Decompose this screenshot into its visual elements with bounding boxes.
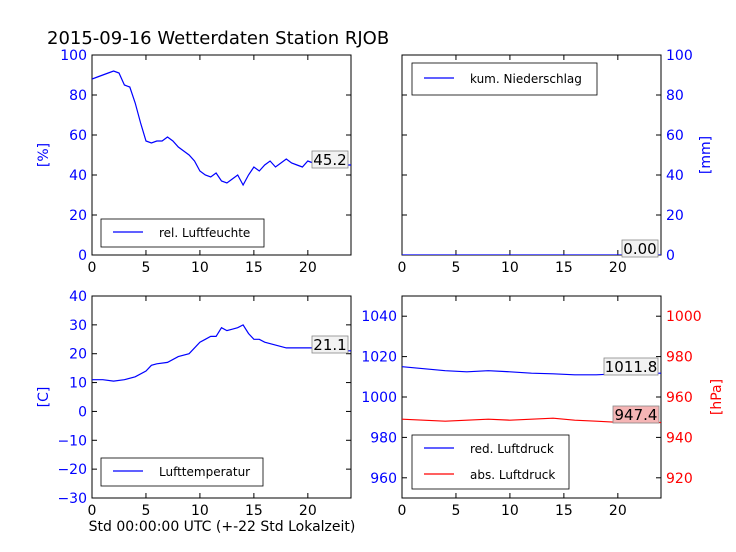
- annotation-label: 21.1: [313, 336, 346, 354]
- y-tick-label: 0: [666, 248, 675, 264]
- y-tick-label: 100: [60, 48, 87, 64]
- y-tick-label: 40: [666, 168, 684, 184]
- x-tick-label: 15: [555, 260, 573, 276]
- x-tick-label: 10: [191, 260, 209, 276]
- annotation-label: 0.00: [623, 240, 656, 258]
- legend-label: abs. Luftdruck: [470, 468, 555, 482]
- chart-precip: 0 5 10 15 20 0 20 40 60 80 100 [mm] 0.00 kum. Nieders…: [398, 48, 714, 276]
- series-line-lufttemperatur: [92, 324, 351, 382]
- y-right-tick-label: 920: [666, 471, 693, 487]
- x-tick-label: 5: [141, 503, 150, 519]
- x-tick-label: 5: [451, 260, 460, 276]
- legend-label: rel. Luftfeuchte: [159, 226, 250, 240]
- x-axis-footer-label: Std 00:00:00 UTC (+-22 Std Lokalzeit): [89, 519, 356, 535]
- annotation-box: [603, 357, 659, 376]
- legend: kum. Niederschlag: [411, 62, 598, 96]
- legend-label: kum. Niederschlag: [470, 72, 582, 86]
- y-tick-label: −30: [57, 491, 87, 507]
- y-axis-label: [mm]: [698, 136, 714, 174]
- y-tick-label: 80: [69, 88, 87, 104]
- y-tick-label: 1040: [361, 309, 397, 325]
- x-tick-label: 15: [245, 260, 263, 276]
- y-tick-label: 30: [69, 318, 87, 334]
- y-tick-label: 40: [69, 168, 87, 184]
- y-tick-label: 100: [666, 48, 693, 64]
- y-right-tick-label: 940: [666, 430, 693, 446]
- legend-label: Lufttemperatur: [159, 465, 250, 479]
- y-axis-label: [C]: [36, 387, 52, 408]
- y-tick-label: 0: [78, 404, 87, 420]
- y-tick-label: 10: [69, 376, 87, 392]
- y-right-tick-label: 980: [666, 350, 693, 366]
- y-tick-label: 960: [370, 471, 397, 487]
- y-tick-label: 1000: [361, 390, 397, 406]
- legend-frame: [100, 457, 264, 487]
- annotation-box: [621, 239, 659, 258]
- y-tick-label: 60: [666, 128, 684, 144]
- annotation-box: [612, 405, 660, 424]
- series-line-rel-luftfeuchte: [92, 70, 351, 187]
- x-tick-label: 15: [245, 503, 263, 519]
- legend: rel. Luftfeuchte: [100, 218, 265, 248]
- x-tick-label: 5: [141, 260, 150, 276]
- annotation-box: [311, 150, 349, 169]
- legend: Lufttemperatur: [100, 457, 264, 487]
- x-tick-label: 15: [555, 503, 573, 519]
- legend-frame: [100, 218, 265, 248]
- y-tick-label: 20: [666, 208, 684, 224]
- x-tick-label: 10: [501, 260, 519, 276]
- chart-pressure: 0 5 10 15 20 960 980 1000 1020 1040 920 940 960 980 10…: [361, 295, 725, 519]
- chart-temperature: 0 5 10 15 20 −30 −20 −10 0 10 20 30 40 [C] 21.1 Lufttem…: [36, 289, 352, 519]
- y-axis-label: [hPa]: [709, 379, 725, 415]
- annotation-label: 947.4: [615, 406, 658, 424]
- x-tick-label: 20: [299, 503, 317, 519]
- x-tick-label: 20: [299, 260, 317, 276]
- y-tick-label: −20: [57, 462, 87, 478]
- x-tick-label: 20: [609, 260, 627, 276]
- y-tick-label: 20: [69, 208, 87, 224]
- legend: red. Luftdruck abs. Luftdruck: [411, 434, 570, 490]
- annotation-label: 1011.8: [605, 358, 658, 376]
- chart-humidity: 0 5 10 15 20 0 20 40 60 80 100 [%] 45.2 rel. Luftfeuc…: [36, 48, 352, 276]
- x-tick-label: 10: [191, 503, 209, 519]
- legend-frame: [411, 62, 598, 96]
- y-tick-label: 80: [666, 88, 684, 104]
- y-tick-label: −10: [57, 433, 87, 449]
- y-tick-label: 20: [69, 347, 87, 363]
- x-tick-label: 0: [398, 503, 407, 519]
- x-tick-label: 0: [88, 503, 97, 519]
- annotation-label: 45.2: [313, 151, 346, 169]
- figure-title: 2015-09-16 Wetterdaten Station RJOB: [47, 28, 389, 49]
- legend-frame: [411, 434, 570, 490]
- x-tick-label: 5: [451, 503, 460, 519]
- x-tick-label: 0: [398, 260, 407, 276]
- x-tick-label: 10: [501, 503, 519, 519]
- y-axis-label: [%]: [36, 143, 52, 167]
- y-tick-label: 0: [78, 248, 87, 264]
- x-tick-label: 20: [609, 503, 627, 519]
- y-tick-label: 60: [69, 128, 87, 144]
- annotation-box: [311, 335, 349, 354]
- legend-label: red. Luftdruck: [470, 442, 554, 456]
- y-tick-label: 1020: [361, 350, 397, 366]
- y-right-tick-label: 1000: [666, 309, 702, 325]
- y-tick-label: 40: [69, 289, 87, 305]
- y-tick-label: 980: [370, 430, 397, 446]
- y-right-tick-label: 960: [666, 390, 693, 406]
- x-tick-label: 0: [88, 260, 97, 276]
